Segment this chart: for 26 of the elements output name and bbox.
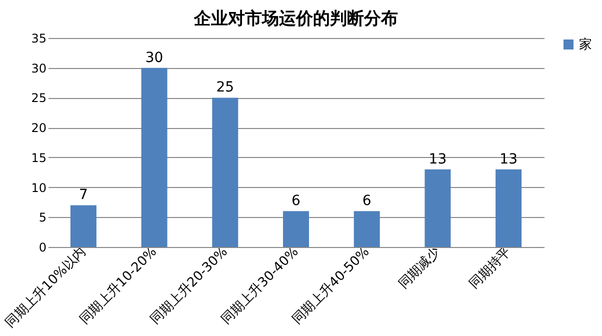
bar [424, 169, 451, 247]
legend-label: 家 [579, 36, 592, 52]
data-label: 7 [78, 187, 88, 204]
y-tick-label: 35 [31, 32, 46, 46]
bar [283, 211, 309, 247]
bar [141, 68, 168, 247]
y-tick-label: 0 [38, 240, 46, 254]
x-tick-label: 同期减少 [396, 244, 444, 292]
bar [70, 205, 96, 247]
x-tick-label: 同期持平 [466, 244, 514, 292]
data-label: 6 [362, 193, 372, 210]
data-label: 13 [500, 151, 518, 168]
data-label: 25 [216, 80, 234, 96]
y-tick-label: 15 [31, 150, 46, 165]
data-label: 13 [428, 151, 447, 168]
chart-title: 企业对市场运价的判断分布 [193, 9, 398, 29]
bar [354, 211, 380, 247]
bar [496, 169, 522, 247]
data-label: 6 [292, 193, 301, 210]
data-label: 30 [145, 50, 164, 66]
y-tick-label: 5 [38, 210, 46, 225]
y-tick-label: 30 [31, 61, 46, 76]
y-tick-label: 20 [31, 121, 46, 136]
y-tick-label: 25 [31, 91, 46, 106]
bar [212, 98, 238, 247]
y-tick-label: 10 [31, 180, 46, 195]
